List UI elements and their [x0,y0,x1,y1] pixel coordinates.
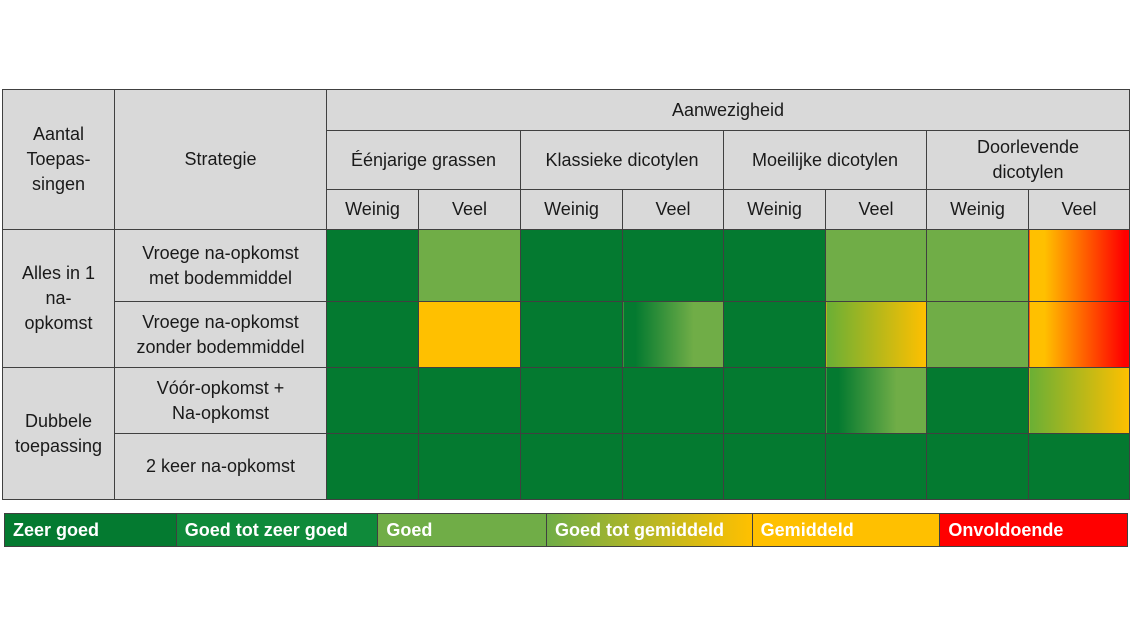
rating-cell [418,367,521,434]
rating-cell [326,301,419,368]
rating-cell [326,433,419,500]
rating-cell [520,433,623,500]
rating-cell [1028,301,1130,368]
strategy-cell: 2 keer na-opkomst [114,433,327,500]
rating-cell [326,229,419,302]
header-sub-weinig: Weinig [926,189,1029,230]
header-sub-weinig: Weinig [326,189,419,230]
group-label: Éénjarige grassen [350,149,497,170]
rating-cell [520,367,623,434]
rating-cell [825,229,927,302]
rating-cell [1028,367,1130,434]
header-group-doorlevende-dicotylen: Doorlevende dicotylen [926,130,1130,190]
rating-cell [520,301,623,368]
group-label-cell: Alles in 1 na- opkomst [2,229,115,368]
legend-item: Zeer goed [5,514,177,546]
header-aanwezigheid: Aanwezigheid [326,89,1130,131]
legend-item: Gemiddeld [752,514,941,546]
table-row: Alles in 1 na- opkomst Vroege na-opkomst … [2,229,1130,368]
legend: Zeer goed Goed tot zeer goed Goed Goed tot … [4,513,1128,547]
rating-cell [326,367,419,434]
rating-cell [622,229,724,302]
legend-item: Goed tot gemiddeld [547,514,753,546]
header-sub-veel: Veel [622,189,724,230]
table-row: Vroege na-opkomst zonder bodemmiddel [3,301,1130,368]
rating-cell [723,301,826,368]
rating-cell [825,433,927,500]
rating-cell [418,433,521,500]
header-aantal-toepassingen: Aantal Toepas- singen [2,89,115,230]
strategy-cell: Vroege na-opkomst zonder bodemmiddel [114,301,327,368]
rating-cell [926,229,1029,302]
header-strategie-label: Strategie [184,149,257,169]
rating-cell [622,367,724,434]
rating-cell [622,433,724,500]
rating-cell [723,229,826,302]
header-sub-veel: Veel [1028,189,1130,230]
legend-item: Onvoldoende [940,514,1128,546]
rating-cell [418,301,521,368]
group-label: Klassieke dicotylen [545,149,699,170]
rating-cell [926,433,1029,500]
header-group-eenjarige-grassen: Éénjarige grassen [326,130,521,190]
group-label: Doorlevende dicotylen [976,137,1080,182]
rating-cell [1028,433,1130,500]
header-aantal-label: Aantal Toepas- singen [26,124,91,194]
legend-item: Goed tot zeer goed [176,514,379,546]
rating-cell [418,229,521,302]
header-group-moeilijke-dicotylen: Moeilijke dicotylen [723,130,927,190]
header-aanwezigheid-label: Aanwezigheid [671,99,785,120]
header-sub-veel: Veel [825,189,927,230]
header-group-klassieke-dicotylen: Klassieke dicotylen [520,130,724,190]
strategy-cell: Vóór-opkomst + Na-opkomst [114,367,327,434]
rating-cell [825,301,927,368]
rating-cell [926,301,1029,368]
rating-cell [520,229,623,302]
header-sub-veel: Veel [418,189,521,230]
table-row: Dubbele toepassing Vóór-opkomst + Na-opko… [2,367,1130,500]
header-sub-weinig: Weinig [723,189,826,230]
header-sub-weinig: Weinig [520,189,623,230]
header-strategie: Strategie [114,89,327,230]
legend-item: Goed [378,514,548,546]
rating-cell [825,367,927,434]
strategy-cell: Vroege na-opkomst met bodemmiddel [114,229,327,302]
table-row: 2 keer na-opkomst [3,433,1130,500]
rating-cell [622,301,724,368]
rating-cell [723,433,826,500]
group-label-cell: Dubbele toepassing [2,367,115,500]
rating-cell [926,367,1029,434]
rating-cell [723,367,826,434]
efficacy-table: Aantal Toepas- singen Strategie Aanwezig… [2,89,1130,500]
group-label: Moeilijke dicotylen [751,149,899,170]
rating-cell [1028,229,1130,302]
